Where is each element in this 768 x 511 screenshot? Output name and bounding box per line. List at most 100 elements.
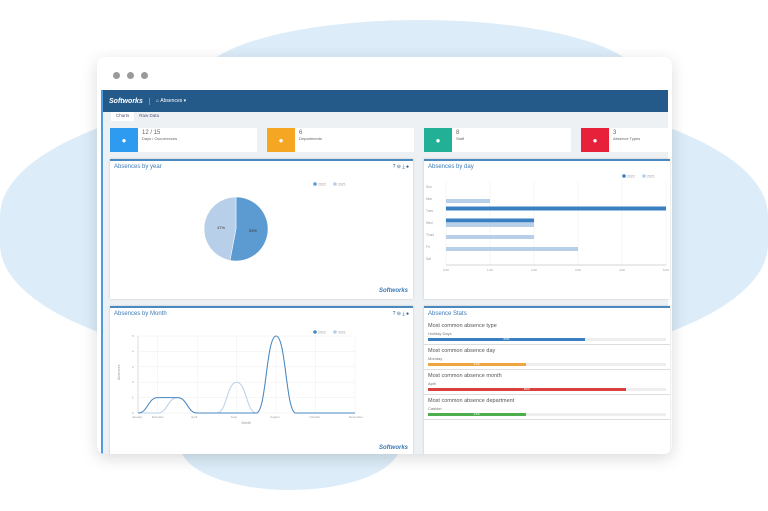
stat-item: Most common absence department Cashier 41% [424,395,670,420]
legend-marker [333,182,337,186]
stat-item: Most common absence day Monday 41% [424,345,670,370]
legend-label: 2022 [318,183,326,187]
summary-card[interactable]: ● 6 Departments [267,128,414,152]
x-tick-label: 4.00 [619,268,625,272]
card-value: 12 / 15 [142,130,161,136]
y-tick-label: 5 [132,334,134,338]
series-line [138,335,355,414]
panel-absences-by-day: Absences by day 2022 2021 0.00 1.00 2.00 3.00… [424,159,670,299]
x-tick-label: 3.00 [575,268,581,272]
stat-progress-fill: 83% [428,388,626,391]
y-tick-label: Wed [426,221,433,225]
card-label: Staff [456,136,465,141]
x-tick-label: 0.00 [443,268,449,272]
line-chart: 2022 2021 0 1 2 3 4 5 January February April June Au… [117,330,363,425]
y-tick-label: Mon [426,197,432,201]
stat-title: Most common absence type [428,323,497,329]
bar [446,223,534,227]
stat-value: Cashier [428,406,442,411]
sitemap-icon: ● [267,128,295,152]
y-tick-label: 1 [132,396,134,400]
card-value: 3 [613,130,617,136]
bar [446,218,534,223]
stat-progress-bar: 66% [428,338,666,341]
x-tick-label: February [152,415,165,419]
browser-titlebar [97,57,672,90]
y-tick-label: 2 [132,380,134,384]
y-tick-label: Sun [426,185,432,189]
summary-card[interactable]: ● 8 Staff [424,128,571,152]
pie-label: 47% [217,225,225,230]
series-line [137,335,355,414]
tab-raw-data[interactable]: Raw Data [139,113,160,118]
y-tick-label: 0 [132,411,134,415]
legend-label: 2021 [647,175,655,179]
panel-absences-by-year: Absences by year ? ⊖ ⤓ ● 2022 2021 53% 47% … [110,159,413,299]
y-tick-label: Tues [426,209,433,213]
clock-icon: ● [581,128,609,152]
window-dot [127,72,134,79]
pie-chart: 2022 2021 53% 47% [203,182,346,262]
stat-title: Most common absence day [428,348,496,354]
stat-progress-bar: 41% [428,413,666,416]
card-label: Absence Types [613,136,641,141]
users-icon: ● [424,128,452,152]
y-tick-label: 3 [132,365,134,369]
browser-window: Softworks ⌂ Absences ▾ Charts Raw Data ●… [97,57,672,454]
bar [446,199,490,203]
stat-progress-fill: 41% [428,413,526,416]
panel-absence-stats: Absence Stats Most common absence type Ho… [424,306,670,454]
bar [446,247,578,251]
app: Softworks ⌂ Absences ▾ Charts Raw Data ●… [101,90,670,454]
x-tick-label: April [191,415,197,419]
x-tick-label: 5.00 [663,268,669,272]
stat-value: April [428,381,437,386]
legend-marker [622,174,626,178]
pie-slice [203,196,237,261]
x-tick-label: October [310,415,321,419]
summary-card[interactable]: ● 12 / 15 Days / Occurrences [110,128,257,152]
summary-card[interactable]: ● 3 Absence Types [581,128,669,152]
tabs: Charts Raw Data [103,112,668,121]
bar [446,235,534,239]
watermark-logo: Softworks [378,288,408,294]
stat-item: Most common absence month April 83% [424,370,670,395]
stat-value: Monday [428,356,443,361]
y-axis-label: Absences [117,364,121,380]
home-icon[interactable]: ⌂ [155,98,161,104]
pie-label: 53% [249,228,257,233]
x-axis-label: Month [242,421,252,425]
stat-title: Most common absence month [428,373,502,379]
legend-label: 2021 [338,331,346,335]
card-label: Departments [299,136,322,141]
stat-progress-bar: 83% [428,388,666,391]
card-label: Days / Occurrences [142,136,178,141]
x-tick-label: December [349,415,363,419]
panel-absences-by-month: Absences by Month ? ⊖ ⤓ ● 2022 2021 0 1 2 3 4 5… [110,306,413,454]
logo[interactable]: Softworks [109,97,150,105]
stat-progress-fill: 66% [428,338,586,341]
panel-title: Absences by Month [114,311,167,317]
x-tick-label: June [231,415,238,419]
panel-title: Absences by year [114,164,162,170]
y-tick-label: 4 [132,349,134,353]
card-value: 8 [456,130,460,136]
window-dot [113,72,120,79]
stat-title: Most common absence department [428,398,515,404]
panel-tools[interactable]: ? ⊖ ⤓ ● [392,164,409,170]
pie-slice [229,196,269,262]
card-value: 6 [299,130,303,136]
watermark-logo: Softworks [378,445,408,451]
y-tick-label: Thurs [426,233,435,237]
y-tick-label: Sat [426,257,431,261]
panel-tools[interactable]: ? ⊖ ⤓ ● [392,311,409,317]
legend-label: 2022 [318,331,326,335]
x-tick-label: January [132,415,143,419]
tab-charts[interactable]: Charts [111,112,135,121]
absences-menu[interactable]: Absences ▾ [160,98,187,104]
summary-cards: ● 12 / 15 Days / Occurrences ● 6 Departments ●… [110,128,669,152]
panel-title: Absences by day [428,164,474,170]
stat-progress-bar: 41% [428,363,666,366]
legend-label: 2022 [627,175,635,179]
navbar: Softworks ⌂ Absences ▾ [103,90,668,112]
